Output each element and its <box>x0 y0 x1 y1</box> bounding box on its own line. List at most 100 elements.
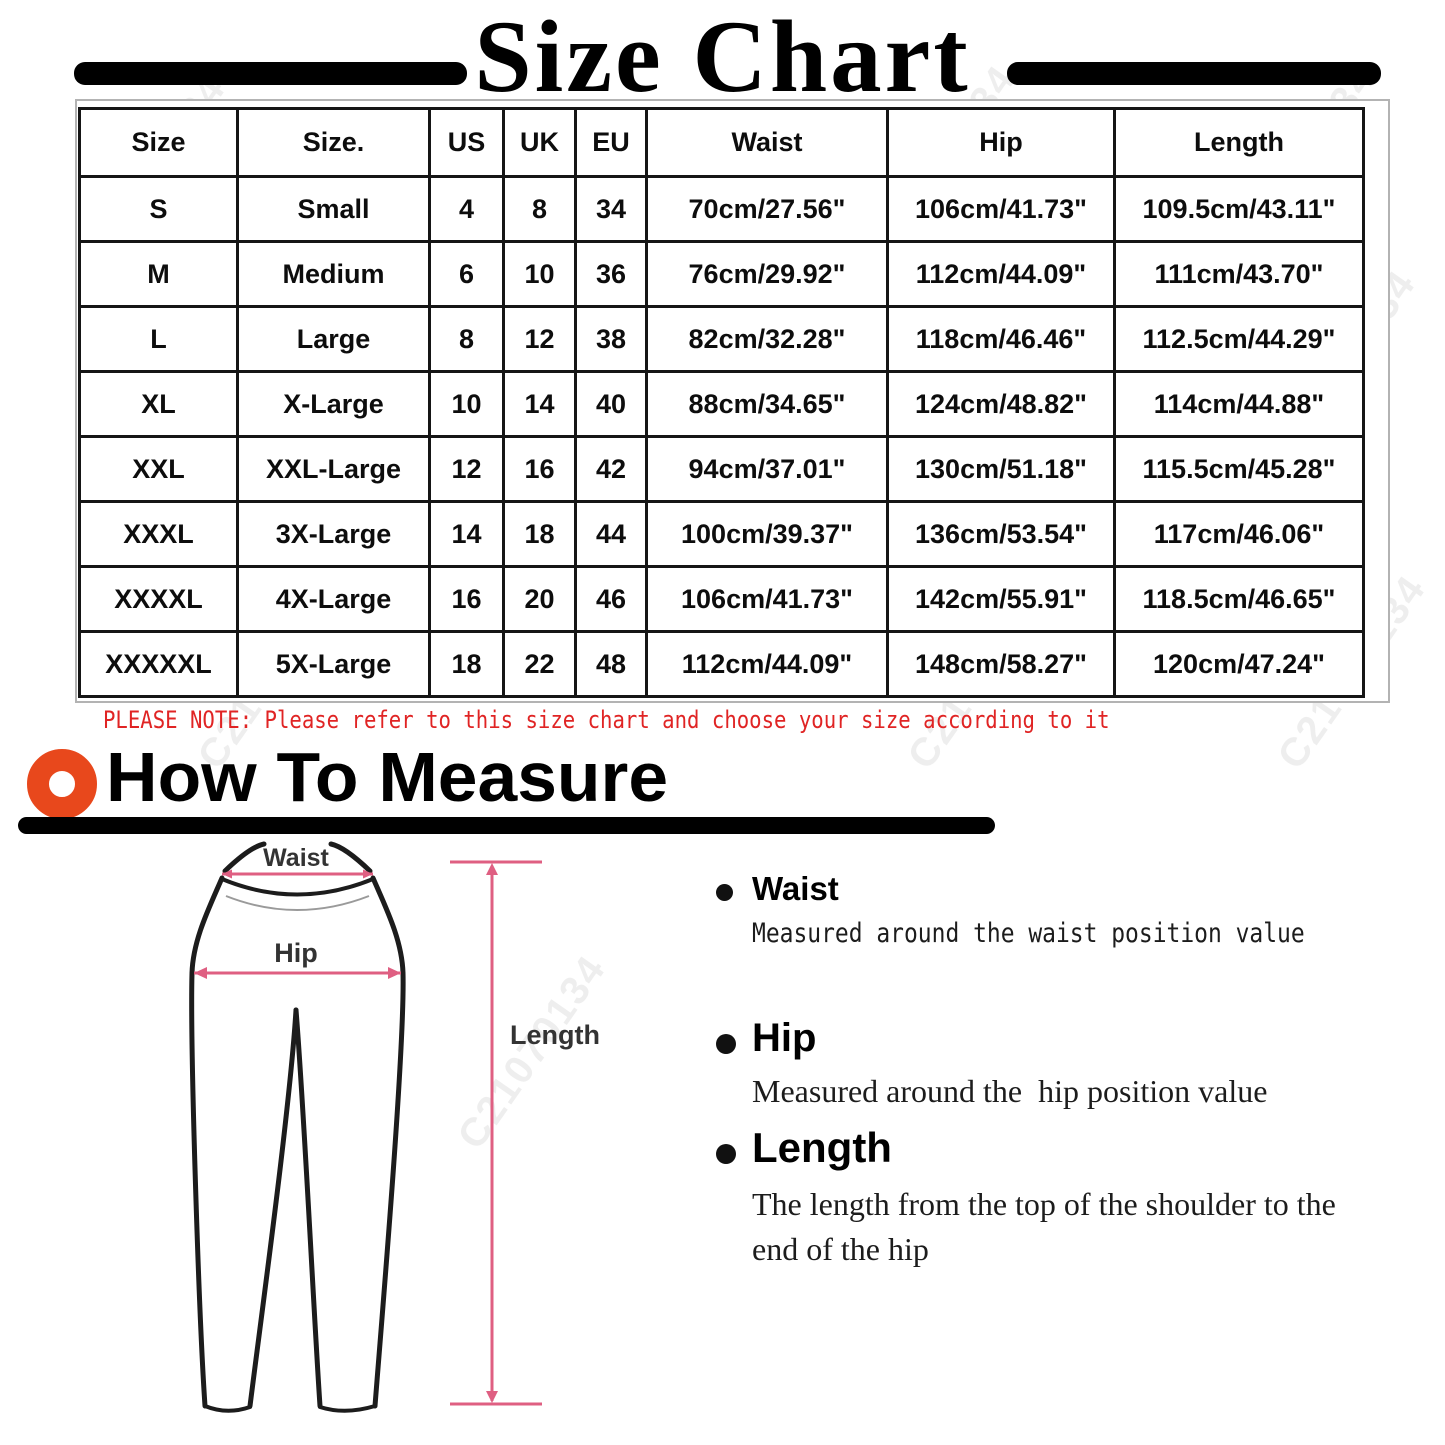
table-cell: 44 <box>574 500 648 568</box>
table-cell: 118cm/46.46" <box>886 305 1116 373</box>
diagram-hip-label: Hip <box>274 938 318 968</box>
table-cell: 109.5cm/43.11" <box>1113 175 1365 243</box>
table-cell: 40 <box>574 370 648 438</box>
table-cell: 46 <box>574 565 648 633</box>
column-header: Size <box>78 107 239 178</box>
table-cell: 112cm/44.09" <box>886 240 1116 308</box>
column-header: US <box>428 107 505 178</box>
column-header: Hip <box>886 107 1116 178</box>
measure-item-desc: Measured around the hip position value <box>752 1073 1268 1109</box>
table-cell: Medium <box>236 240 431 308</box>
measure-item-label: Hip <box>752 1016 817 1060</box>
table-cell: 112.5cm/44.29" <box>1113 305 1365 373</box>
table-row: XXXL 3X-Large 14 18 44 100cm/39.37" 136cm/53.5… <box>78 500 1365 568</box>
table-cell: 106cm/41.73" <box>645 565 889 633</box>
table-cell: 111cm/43.70" <box>1113 240 1365 308</box>
table-cell: 8 <box>502 175 577 243</box>
column-header: Waist <box>645 107 889 178</box>
table-cell: 118.5cm/46.65" <box>1113 565 1365 633</box>
measure-item-label: Waist <box>752 870 839 907</box>
heading-underline <box>18 817 995 834</box>
table-cell: 38 <box>574 305 648 373</box>
table-cell: 115.5cm/45.28" <box>1113 435 1365 503</box>
table-cell: 22 <box>502 630 577 698</box>
table-cell: 70cm/27.56" <box>645 175 889 243</box>
size-note: PLEASE NOTE: Please refer to this size c… <box>103 706 1110 734</box>
table-header-row: Size Size. US UK EU Waist Hip Length <box>78 107 1365 178</box>
table-cell: 10 <box>428 370 505 438</box>
size-table-frame: Size Size. US UK EU Waist Hip Length S Small 4 8 34 7… <box>75 99 1390 703</box>
page-title: Size Chart <box>474 0 971 114</box>
table-cell: M <box>78 240 239 308</box>
table-cell: 120cm/47.24" <box>1113 630 1365 698</box>
measurement-arrows <box>194 860 542 1406</box>
waistband-seam <box>225 895 370 911</box>
diagram-waist-label: Waist <box>263 844 329 872</box>
how-to-measure-heading: How To Measure <box>106 738 669 816</box>
measure-item-label: Length <box>752 1124 892 1171</box>
table-cell: XL <box>78 370 239 438</box>
table-cell: 18 <box>502 500 577 568</box>
table-cell: 12 <box>428 435 505 503</box>
column-header: UK <box>502 107 577 178</box>
table-cell: 4 <box>428 175 505 243</box>
table-cell: 8 <box>428 305 505 373</box>
table-cell: 76cm/29.92" <box>645 240 889 308</box>
table-cell: 4X-Large <box>236 565 431 633</box>
table-cell: 16 <box>428 565 505 633</box>
table-cell: Large <box>236 305 431 373</box>
table-cell: 148cm/58.27" <box>886 630 1116 698</box>
table-row: XL X-Large 10 14 40 88cm/34.65" 124cm/48.82" 11… <box>78 370 1365 438</box>
table-cell: 88cm/34.65" <box>645 370 889 438</box>
table-row: L Large 8 12 38 82cm/32.28" 118cm/46.46" 112.5c… <box>78 305 1365 373</box>
title-rule-left <box>74 62 467 85</box>
pants-measurement-diagram: Waist Hip Length <box>189 841 600 1413</box>
table-row: S Small 4 8 34 70cm/27.56" 106cm/41.73" 109.5cm… <box>78 175 1365 243</box>
table-cell: 16 <box>502 435 577 503</box>
table-cell: 112cm/44.09" <box>645 630 889 698</box>
table-cell: 114cm/44.88" <box>1113 370 1365 438</box>
measure-item-desc: Measured around the waist position value <box>752 918 1305 949</box>
table-cell: 48 <box>574 630 648 698</box>
table-cell: S <box>78 175 239 243</box>
table-cell: 94cm/37.01" <box>645 435 889 503</box>
table-cell: 106cm/41.73" <box>886 175 1116 243</box>
bullet-ring-icon <box>27 749 97 819</box>
column-header: Size. <box>236 107 431 178</box>
table-cell: XXXL <box>78 500 239 568</box>
table-cell: X-Large <box>236 370 431 438</box>
table-row: M Medium 6 10 36 76cm/29.92" 112cm/44.09" 111cm… <box>78 240 1365 308</box>
table-cell: Small <box>236 175 431 243</box>
bullet-dot-icon <box>716 1144 736 1164</box>
table-cell: 6 <box>428 240 505 308</box>
table-row: XXXXL 4X-Large 16 20 46 106cm/41.73" 142cm/55.… <box>78 565 1365 633</box>
measure-item-length: Length The length from the top of the sh… <box>712 1124 1372 1272</box>
measure-item-hip: Hip Measured around the hip position val… <box>712 1016 1267 1110</box>
table-cell: 20 <box>502 565 577 633</box>
table-cell: 124cm/48.82" <box>886 370 1116 438</box>
table-cell: 100cm/39.37" <box>645 500 889 568</box>
table-cell: XXXXL <box>78 565 239 633</box>
table-cell: 142cm/55.91" <box>886 565 1116 633</box>
table-row: XXXXXL 5X-Large 18 22 48 112cm/44.09" 148cm/58… <box>78 630 1365 698</box>
table-cell: 82cm/32.28" <box>645 305 889 373</box>
table-row: XXL XXL-Large 12 16 42 94cm/37.01" 130cm/51.18… <box>78 435 1365 503</box>
table-cell: 12 <box>502 305 577 373</box>
table-cell: L <box>78 305 239 373</box>
pants-outline <box>189 841 406 1413</box>
table-cell: 136cm/53.54" <box>886 500 1116 568</box>
size-table: Size Size. US UK EU Waist Hip Length S Small 4 8 34 7… <box>78 107 1365 698</box>
table-cell: XXXXXL <box>78 630 239 698</box>
table-cell: 117cm/46.06" <box>1113 500 1365 568</box>
table-cell: 36 <box>574 240 648 308</box>
bullet-dot-icon <box>716 884 733 901</box>
column-header: Length <box>1113 107 1365 178</box>
bullet-dot-icon <box>716 1034 736 1054</box>
table-cell: 14 <box>502 370 577 438</box>
table-cell: 34 <box>574 175 648 243</box>
table-cell: 5X-Large <box>236 630 431 698</box>
table-cell: 14 <box>428 500 505 568</box>
measure-item-waist: Waist Measured around the waist position… <box>712 870 1402 949</box>
table-cell: 3X-Large <box>236 500 431 568</box>
